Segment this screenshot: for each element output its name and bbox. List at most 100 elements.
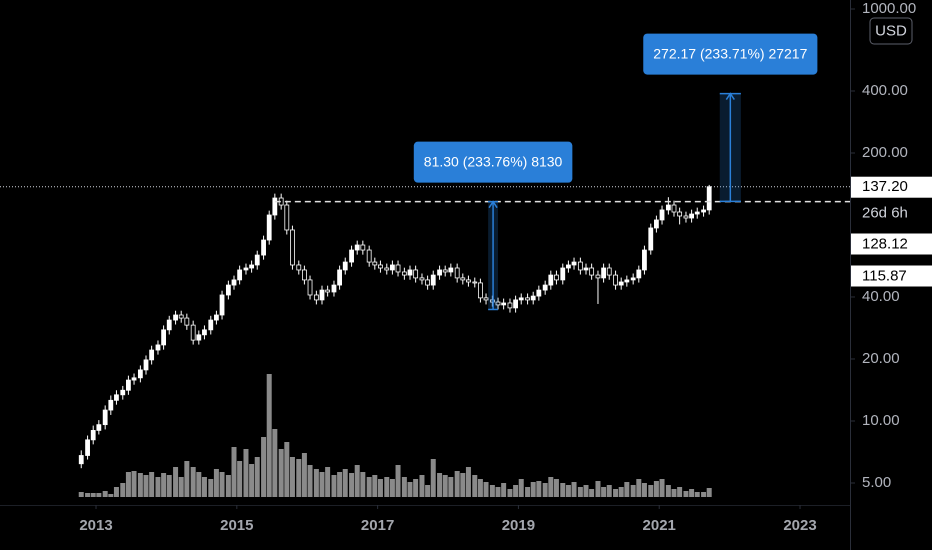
- volume-bar: [689, 489, 695, 497]
- candle-body: [254, 254, 260, 266]
- price-tag: [851, 233, 932, 255]
- volume-bar: [665, 485, 671, 497]
- volume-bar: [301, 453, 307, 497]
- candle-body: [560, 267, 566, 281]
- candle-body: [120, 389, 126, 396]
- volume-bar: [155, 477, 161, 497]
- volume-bar: [249, 464, 255, 497]
- volume-bar: [284, 442, 290, 497]
- volume-bar: [190, 467, 196, 497]
- y-tick-label: 40.00: [862, 288, 900, 305]
- volume-bar: [706, 488, 712, 497]
- currency-box[interactable]: [869, 17, 913, 45]
- measure-arrowhead: [488, 200, 498, 209]
- volume-bar: [213, 469, 219, 497]
- candle-body: [472, 281, 478, 284]
- volume-bar: [636, 479, 642, 497]
- candle-body: [243, 267, 249, 271]
- price-tag: [851, 265, 932, 287]
- candle-body: [478, 282, 483, 299]
- volume-bar: [102, 491, 108, 497]
- volume-bar: [366, 477, 372, 497]
- measure-label: 272.17 (233.71%) 27217: [653, 45, 807, 61]
- x-tick-label: 2017: [361, 517, 394, 534]
- candle-body: [196, 334, 202, 341]
- volume-bar: [589, 489, 595, 497]
- volume-bar: [384, 477, 390, 497]
- candle-body: [595, 274, 601, 279]
- candle-body: [613, 274, 618, 286]
- volume-bar: [325, 467, 331, 497]
- candle-body: [90, 430, 96, 441]
- volume-bar: [630, 485, 636, 497]
- measure-box: [643, 33, 818, 75]
- volume-bar: [307, 465, 313, 497]
- volume-bar: [536, 481, 542, 497]
- candle-body: [137, 369, 143, 379]
- volume-bar: [149, 472, 155, 497]
- volume-bar: [125, 472, 131, 497]
- candle-body: [483, 297, 489, 301]
- volume-bar: [565, 485, 571, 497]
- candle-body: [96, 424, 102, 431]
- volume-bar: [653, 481, 659, 497]
- candle-body: [266, 214, 272, 241]
- candle-body: [401, 271, 407, 276]
- candle-body: [85, 439, 90, 456]
- candle-body: [173, 314, 178, 321]
- volume-bar: [225, 475, 231, 497]
- y-tick-label: 200.00: [862, 144, 908, 161]
- price-tag-label: 115.87: [862, 267, 907, 284]
- volume-bar: [613, 489, 619, 497]
- volume-bar: [641, 483, 647, 497]
- candle-body: [419, 277, 425, 281]
- volume-bar: [525, 487, 531, 497]
- volume-bar: [407, 482, 413, 497]
- candle-body: [237, 269, 243, 281]
- candle-body: [325, 289, 331, 293]
- volume-bar: [78, 492, 84, 497]
- measure-label: 81.30 (233.76%) 8130: [424, 153, 563, 169]
- candle-body: [571, 261, 577, 266]
- candle-body: [108, 399, 114, 411]
- volume-bar: [454, 471, 460, 497]
- candle-body: [360, 244, 366, 251]
- volume-bar: [173, 467, 179, 497]
- candle-body: [577, 261, 583, 271]
- volume-bar: [254, 457, 260, 497]
- candle-body: [536, 289, 542, 297]
- volume-bar: [266, 374, 272, 497]
- candle-body: [665, 204, 671, 211]
- x-tick-label: 2023: [783, 517, 816, 534]
- candle-body: [302, 269, 307, 281]
- candle-body: [225, 284, 231, 296]
- candle-body: [395, 264, 401, 273]
- volume-bar: [342, 469, 348, 497]
- candle-body: [249, 264, 255, 269]
- y-tick-label: 10.00: [862, 412, 900, 429]
- volume-bar: [331, 475, 337, 497]
- y-tick-label: 400.00: [862, 82, 908, 99]
- candle-body: [466, 279, 471, 283]
- volume-bar: [425, 485, 431, 497]
- candle-body: [131, 377, 137, 381]
- candle-body: [460, 277, 466, 281]
- volume-bar: [108, 494, 114, 497]
- volume-bar: [296, 459, 302, 497]
- volume-bar: [120, 483, 126, 497]
- volume-bar: [477, 479, 483, 497]
- candle-body: [525, 297, 530, 301]
- volume-bar: [354, 465, 360, 497]
- volume-bar: [577, 487, 583, 497]
- volume-bar: [677, 487, 683, 497]
- candle-body: [372, 261, 378, 266]
- volume: [78, 374, 712, 497]
- volume-bar: [553, 479, 559, 497]
- y-ticks: 5.00 10.00 20.00 40.00 200.00 400.00 1000.00 20…: [79, 0, 916, 534]
- candle-body: [231, 279, 237, 286]
- volume-bar: [495, 487, 501, 497]
- candle-body: [542, 284, 548, 291]
- volume-bar: [178, 477, 184, 497]
- price-tags: 137.20 26d 6h 128.12 115.87: [851, 176, 932, 287]
